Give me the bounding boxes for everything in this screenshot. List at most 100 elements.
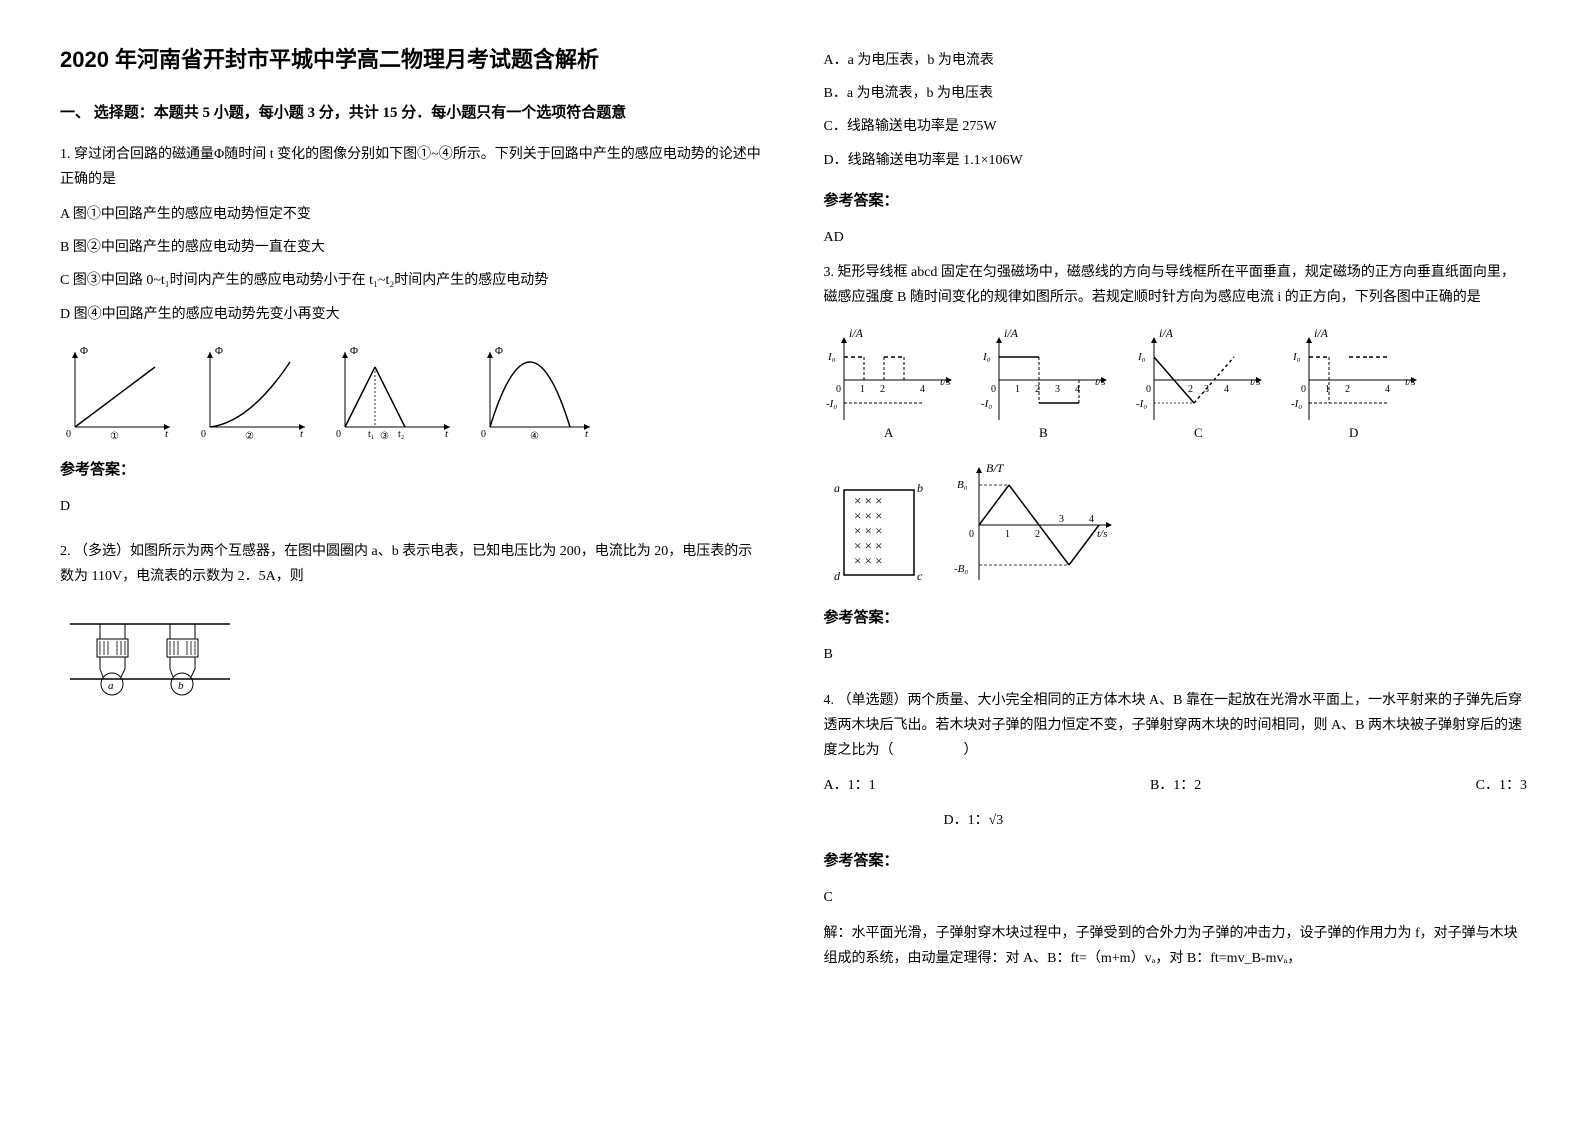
q3-ylabel-a: i/A [849,326,864,340]
svg-text:4: 4 [1089,514,1094,525]
q1-graph-row: Φ 0 ① t Φ 0 ② t [60,342,764,442]
svg-text:I₀: I₀ [982,351,991,363]
q3-answer-label: 参考答案： [824,605,1528,632]
svg-text:-B₀: -B₀ [954,563,968,575]
svg-text:× × ×: × × × [854,553,883,568]
q3-graph-c: i/A I₀ -I₀ 0 2 3 4 t/s C [1134,325,1274,445]
svg-text:0: 0 [969,529,974,540]
q2-option-b: B．a 为电流表，b 为电压表 [824,81,1528,106]
svg-text:0: 0 [66,429,71,440]
svg-text:I₀: I₀ [827,351,836,363]
svg-text:I₀: I₀ [1137,351,1146,363]
svg-text:t/s: t/s [940,376,950,388]
svg-text:2: 2 [1188,384,1193,395]
svg-text:-I₀: -I₀ [1136,398,1147,410]
section-header: 一、 选择题：本题共 5 小题，每小题 3 分，共计 15 分．每小题只有一个选… [60,100,764,127]
svg-text:t: t [445,428,449,440]
q2-option-a: A．a 为电压表，b 为电流表 [824,48,1528,73]
svg-text:4: 4 [1385,384,1390,395]
svg-text:i/A: i/A [1159,326,1174,340]
svg-text:t: t [300,428,304,440]
q1-option-c: C 图③中回路 0~t₁时间内产生的感应电动势小于在 t₁~t₂时间内产生的感应… [60,268,764,293]
q3-option-graphs: i/A I₀ -I₀ 0 1 2 4 t/s [824,325,1528,445]
question-3: 3. 矩形导线框 abcd 固定在匀强磁场中，磁感线的方向与导线框所在平面垂直，… [824,260,1528,668]
q1-answer-label: 参考答案： [60,457,764,484]
svg-text:I₀: I₀ [1292,351,1301,363]
svg-text:-I₀: -I₀ [1291,398,1302,410]
q1-graph-3: Φ 0 t₁ ③ t₂ t [330,342,460,442]
svg-text:③: ③ [380,431,389,442]
q3-graph-a: i/A I₀ -I₀ 0 1 2 4 t/s [824,325,964,445]
svg-text:t: t [165,428,169,440]
q4-answer-label: 参考答案： [824,848,1528,875]
svg-text:t: t [585,428,589,440]
svg-text:0: 0 [481,429,486,440]
q4-solution: 解：水平面光滑，子弹射穿木块过程中，子弹受到的合外力为子弹的冲击力，设子弹的作用… [824,921,1528,971]
svg-text:0: 0 [1301,384,1306,395]
svg-text:t/s: t/s [1097,528,1107,540]
svg-text:× × ×: × × × [854,508,883,523]
svg-text:× × ×: × × × [854,538,883,553]
svg-text:0: 0 [201,429,206,440]
q1-graph-4: Φ 0 ④ t [475,342,600,442]
page-container: 2020 年河南省开封市平城中学高二物理月考试题含解析 一、 选择题：本题共 5… [60,40,1527,991]
svg-text:1: 1 [860,384,865,395]
q2-option-d: D．线路输送电功率是 1.1×106W [824,148,1528,173]
q4-option-c: C．1：3 [1476,773,1527,798]
svg-text:t₂: t₂ [398,429,404,440]
q4-option-a: A．1：1 [824,773,876,798]
svg-text:Φ: Φ [80,345,88,357]
svg-text:①: ① [110,431,119,442]
svg-text:-I₀: -I₀ [826,398,837,410]
svg-text:t₁: t₁ [368,429,374,440]
svg-text:1: 1 [1015,384,1020,395]
q1-stem: 1. 穿过闭合回路的磁通量Φ随时间 t 变化的图像分别如下图①~④所示。下列关于… [60,142,764,192]
svg-text:0: 0 [991,384,996,395]
svg-text:b: b [917,481,923,495]
q4-stem: 4. （单选题）两个质量、大小完全相同的正方体木块 A、B 靠在一起放在光滑水平… [824,688,1528,764]
q2-answer: AD [824,225,1528,250]
svg-text:× × ×: × × × [854,493,883,508]
svg-text:D: D [1349,425,1358,440]
svg-text:0: 0 [336,429,341,440]
svg-text:2: 2 [1345,384,1350,395]
q2-answer-label: 参考答案： [824,188,1528,215]
svg-text:t/s: t/s [1095,376,1105,388]
q4-answer: C [824,885,1528,910]
question-4: 4. （单选题）两个质量、大小完全相同的正方体木块 A、B 靠在一起放在光滑水平… [824,688,1528,972]
q3-answer: B [824,642,1528,667]
svg-text:4: 4 [1224,384,1229,395]
svg-text:i/A: i/A [1004,326,1019,340]
q1-option-b: B 图②中回路产生的感应电动势一直在变大 [60,235,764,260]
q3-graph-d: i/A I₀ -I₀ 0 1 2 4 t/s [1289,325,1429,445]
q4-option-d: D．1：√3 [944,808,1004,833]
q1-graph-2: Φ 0 ② t [195,342,315,442]
svg-text:t/s: t/s [1405,376,1415,388]
svg-text:C: C [1194,425,1203,440]
svg-text:t/s: t/s [1250,376,1260,388]
q2-stem: 2. （多选）如图所示为两个互感器，在图中圆圈内 a、b 表示电表，已知电压比为… [60,539,764,589]
q3-problem-graphs: a b c d × × × × × × × × × × × × × × × [824,460,1528,590]
svg-text:B/T: B/T [986,461,1005,475]
svg-text:④: ④ [530,431,539,442]
q1-answer: D [60,494,764,519]
question-2: 2. （多选）如图所示为两个互感器，在图中圆圈内 a、b 表示电表，已知电压比为… [60,539,764,714]
q3-bt-graph: B/T B₀ -B₀ 0 1 2 3 4 t/s [949,460,1119,590]
svg-text:0: 0 [1146,384,1151,395]
svg-text:c: c [917,569,923,583]
svg-text:2: 2 [880,384,885,395]
svg-text:Φ: Φ [350,345,358,357]
svg-text:B₀: B₀ [957,479,968,491]
svg-text:i/A: i/A [1314,326,1329,340]
svg-text:3: 3 [1055,384,1060,395]
q1-graph-1: Φ 0 ① t [60,342,180,442]
svg-text:a: a [108,680,114,692]
q3-graph-b: i/A I₀ -I₀ 0 1 2 3 4 t/s [979,325,1119,445]
left-column: 2020 年河南省开封市平城中学高二物理月考试题含解析 一、 选择题：本题共 5… [60,40,764,991]
svg-text:2: 2 [1035,529,1040,540]
q2-option-c: C．线路输送电功率是 275W [824,114,1528,139]
svg-text:B: B [1039,425,1048,440]
svg-text:A: A [884,425,894,440]
right-column: A．a 为电压表，b 为电流表 B．a 为电流表，b 为电压表 C．线路输送电功… [824,40,1528,991]
page-title: 2020 年河南省开封市平城中学高二物理月考试题含解析 [60,40,764,80]
